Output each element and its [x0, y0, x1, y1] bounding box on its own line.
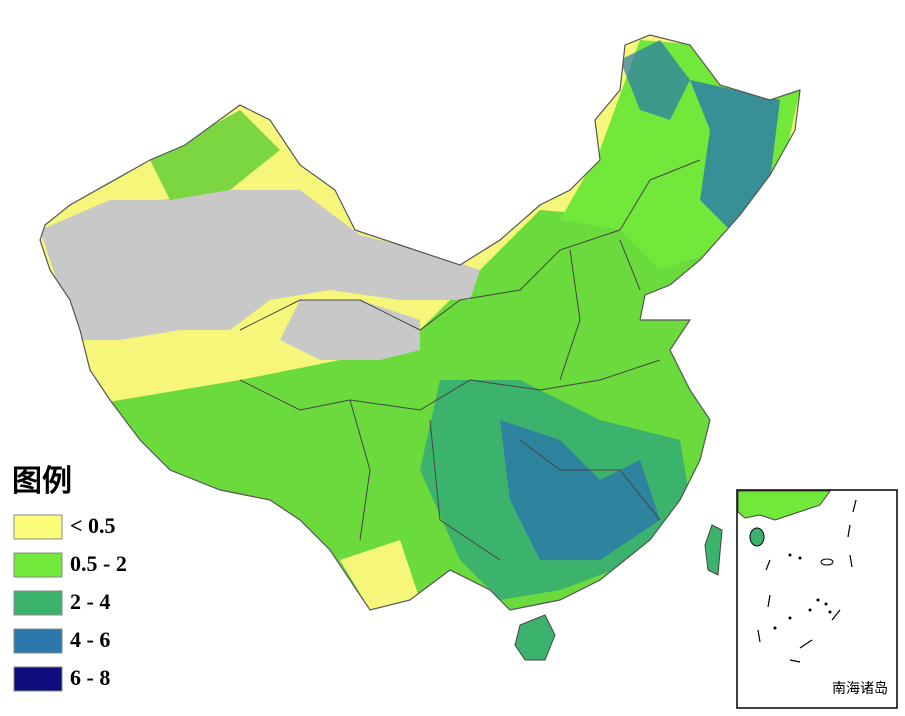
inset-islands: [773, 553, 832, 630]
legend-label: 4 - 6: [70, 627, 110, 652]
inset-coast: [737, 490, 831, 521]
legend-swatch: [13, 590, 63, 616]
inset-label: 南海诸岛: [832, 681, 888, 697]
legend-title: 图例: [12, 465, 72, 498]
legend-label: < 0.5: [70, 513, 116, 538]
legend-swatch: [13, 628, 63, 654]
legend: 图例 < 0.5 0.5 - 2 2 - 4 4 - 6 6 - 8: [12, 465, 127, 692]
inset: 南海诸岛: [736, 489, 898, 709]
province-borders: [239, 159, 701, 561]
legend-swatch: [13, 666, 63, 692]
inset-dashes: [757, 499, 857, 663]
border: [39, 34, 801, 611]
inset-hainan: [749, 527, 765, 547]
legend-label: 2 - 4: [70, 589, 110, 614]
legend-swatch: [13, 514, 63, 540]
hainan: [514, 614, 556, 661]
legend-swatch: [13, 552, 63, 578]
inset-islet: [820, 558, 834, 566]
taiwan: [704, 524, 723, 576]
legend-label: 6 - 8: [70, 665, 110, 690]
legend-label: 0.5 - 2: [70, 551, 127, 576]
